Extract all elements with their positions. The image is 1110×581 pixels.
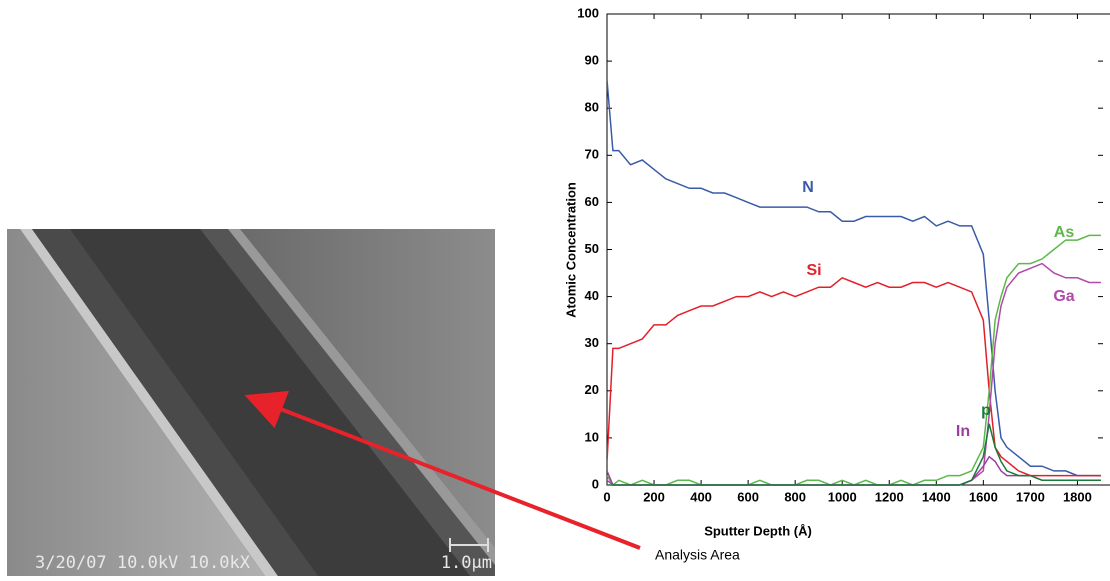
y-tick-label: 50 xyxy=(585,241,599,256)
x-tick-label: 1200 xyxy=(875,489,904,504)
series-line xyxy=(607,264,1101,485)
x-tick-label: 600 xyxy=(737,489,759,504)
x-tick-label: 0 xyxy=(603,489,610,504)
series-label: Si xyxy=(806,262,821,279)
plot-frame xyxy=(607,14,1110,485)
y-tick-label: 60 xyxy=(585,194,599,209)
y-tick-label: 20 xyxy=(585,382,599,397)
x-tick-label: 400 xyxy=(690,489,712,504)
x-tick-label: 1800 xyxy=(1063,489,1092,504)
x-axis-title: Sputter Depth (Å) xyxy=(704,523,812,538)
scale-bar-label: 1.0µm xyxy=(441,553,492,573)
x-tick-label: 1400 xyxy=(922,489,951,504)
series-label: N xyxy=(802,179,814,196)
series-line xyxy=(607,80,1101,476)
x-tick-label: 1600 xyxy=(969,489,998,504)
annotation: Analysis Area xyxy=(655,547,740,563)
x-tick-label: 200 xyxy=(643,489,665,504)
x-tick-label: 1000 xyxy=(828,489,857,504)
sem-caption: 3/20/07 10.0kV 10.0kX xyxy=(35,553,251,573)
y-tick-label: 70 xyxy=(585,147,599,162)
y-tick-label: 40 xyxy=(585,288,599,303)
y-tick-label: 90 xyxy=(585,53,599,68)
y-tick-label: 0 xyxy=(592,476,599,491)
page: 3/20/07 10.0kV 10.0kX 1.0µm Analysis Are… xyxy=(0,0,1110,576)
series-label: Ga xyxy=(1053,288,1074,305)
series-line xyxy=(607,424,1101,485)
x-tick-label: 1700 xyxy=(1016,489,1045,504)
y-tick-label: 30 xyxy=(585,335,599,350)
series-label: In xyxy=(956,423,970,440)
series-label: As xyxy=(1054,224,1075,241)
series-line xyxy=(607,235,1101,485)
x-tick-label: 800 xyxy=(784,489,806,504)
y-tick-label: 100 xyxy=(577,5,599,20)
y-tick-label: 80 xyxy=(585,100,599,115)
y-axis-title: Atomic Concentration xyxy=(563,182,578,318)
series-line xyxy=(607,278,1101,476)
y-tick-label: 10 xyxy=(585,429,599,444)
plot-area xyxy=(607,80,1101,485)
sem-image: 3/20/07 10.0kV 10.0kX 1.0µm xyxy=(7,229,495,576)
series-label: p xyxy=(981,402,991,419)
